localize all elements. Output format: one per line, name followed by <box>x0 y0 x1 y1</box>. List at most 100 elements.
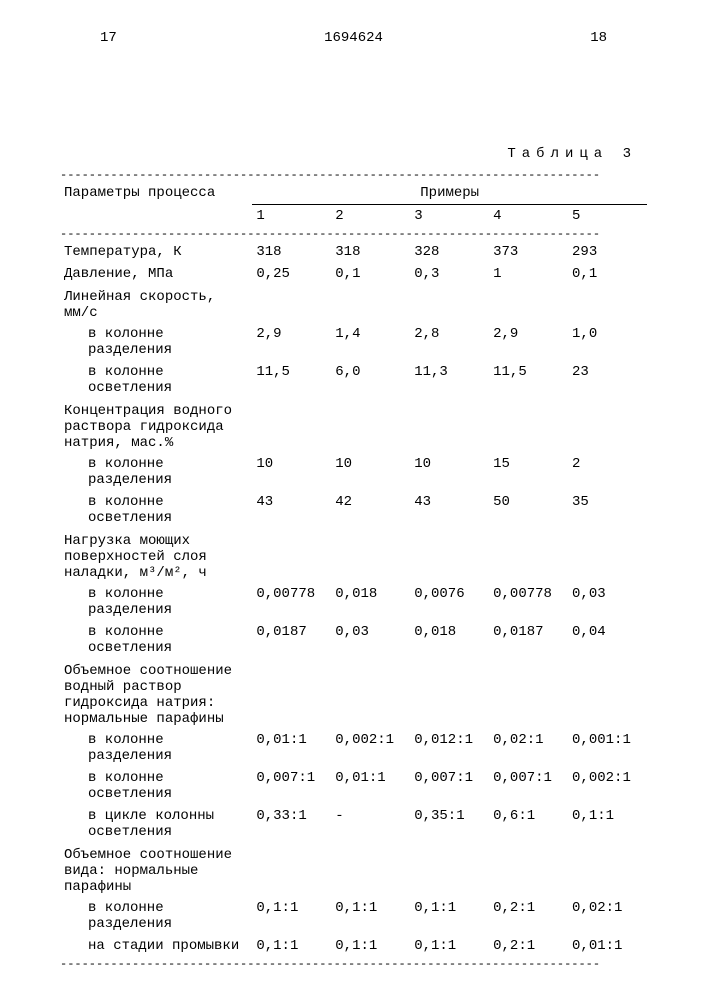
table-row: в колонне осветления4342435035 <box>60 491 647 529</box>
table-row: в цикле колонны осветления0,33:1-0,35:10… <box>60 805 647 843</box>
cell-value <box>331 529 410 583</box>
divider-top: ----------------------------------------… <box>60 168 647 182</box>
cell-value <box>489 399 568 453</box>
row-label: Объемное соотношение вида: нормальные па… <box>60 843 252 897</box>
cell-value: 0,01:1 <box>568 935 647 957</box>
cell-value <box>410 659 489 729</box>
cell-value: 0,01:1 <box>331 767 410 805</box>
column-header-params: Параметры процесса <box>60 182 252 227</box>
row-label: в колонне разделения <box>60 453 252 491</box>
cell-value: 0,02:1 <box>568 897 647 935</box>
cell-value: 10 <box>252 453 331 491</box>
col-3: 3 <box>410 205 489 228</box>
cell-value: 0,33:1 <box>252 805 331 843</box>
table-row: Температура, К318318328373293 <box>60 241 647 263</box>
row-label: в колонне осветления <box>60 491 252 529</box>
cell-value: 0,0187 <box>489 621 568 659</box>
cell-value: 0,2:1 <box>489 935 568 957</box>
cell-value: 0,1:1 <box>331 897 410 935</box>
cell-value: 0,007:1 <box>410 767 489 805</box>
header-row-1: Параметры процесса Примеры <box>60 182 647 205</box>
cell-value <box>252 399 331 453</box>
cell-value: 0,1:1 <box>252 897 331 935</box>
cell-value: 0,018 <box>331 583 410 621</box>
cell-value <box>489 659 568 729</box>
row-label: в колонне разделения <box>60 729 252 767</box>
cell-value <box>252 285 331 323</box>
cell-value: 10 <box>331 453 410 491</box>
document-number: 1694624 <box>324 30 383 46</box>
cell-value <box>410 285 489 323</box>
data-table: ----------------------------------------… <box>60 168 647 971</box>
divider-bottom: ----------------------------------------… <box>60 957 647 971</box>
cell-value <box>568 285 647 323</box>
table-row: в колонне разделения0,007780,0180,00760,… <box>60 583 647 621</box>
divider-header: ----------------------------------------… <box>60 227 647 241</box>
cell-value: 0,2:1 <box>489 897 568 935</box>
cell-value: 50 <box>489 491 568 529</box>
cell-value: 42 <box>331 491 410 529</box>
cell-value: 11,3 <box>410 361 489 399</box>
cell-value <box>568 529 647 583</box>
cell-value: 2 <box>568 453 647 491</box>
cell-value: 318 <box>252 241 331 263</box>
cell-value: - <box>331 805 410 843</box>
cell-value: 10 <box>410 453 489 491</box>
cell-value: 1,0 <box>568 323 647 361</box>
table-row: Линейная скорость, мм/с <box>60 285 647 323</box>
row-label: в колонне разделения <box>60 897 252 935</box>
cell-value: 328 <box>410 241 489 263</box>
cell-value: 0,0076 <box>410 583 489 621</box>
table-row: в колонне разделения0,1:10,1:10,1:10,2:1… <box>60 897 647 935</box>
cell-value <box>568 659 647 729</box>
cell-value: 6,0 <box>331 361 410 399</box>
cell-value: 293 <box>568 241 647 263</box>
cell-value: 0,01:1 <box>252 729 331 767</box>
cell-value <box>568 843 647 897</box>
row-label: в колонне осветления <box>60 767 252 805</box>
cell-value: 0,1:1 <box>252 935 331 957</box>
cell-value: 0,1 <box>331 263 410 285</box>
cell-value: 2,9 <box>489 323 568 361</box>
cell-value: 0,3 <box>410 263 489 285</box>
table-body: Температура, К318318328373293Давление, М… <box>60 241 647 957</box>
cell-value: 0,002:1 <box>331 729 410 767</box>
cell-value: 0,25 <box>252 263 331 285</box>
cell-value: 2,8 <box>410 323 489 361</box>
cell-value: 15 <box>489 453 568 491</box>
col-5: 5 <box>568 205 647 228</box>
row-label: в колонне осветления <box>60 621 252 659</box>
cell-value: 0,1:1 <box>410 897 489 935</box>
page-number-right: 18 <box>590 30 607 46</box>
table-row: Давление, МПа0,250,10,310,1 <box>60 263 647 285</box>
cell-value: 0,02:1 <box>489 729 568 767</box>
cell-value: 11,5 <box>489 361 568 399</box>
cell-value <box>331 843 410 897</box>
page-header: 17 1694624 18 <box>60 30 647 46</box>
column-header-examples: Примеры <box>252 182 647 205</box>
cell-value: 0,03 <box>568 583 647 621</box>
cell-value <box>568 399 647 453</box>
page-number-left: 17 <box>100 30 117 46</box>
cell-value: 0,001:1 <box>568 729 647 767</box>
row-label: в цикле колонны осветления <box>60 805 252 843</box>
cell-value: 0,04 <box>568 621 647 659</box>
cell-value: 0,012:1 <box>410 729 489 767</box>
row-label: Температура, К <box>60 241 252 263</box>
cell-value <box>489 843 568 897</box>
cell-value <box>489 285 568 323</box>
cell-value: 0,1:1 <box>331 935 410 957</box>
cell-value: 0,0187 <box>252 621 331 659</box>
cell-value <box>410 399 489 453</box>
col-4: 4 <box>489 205 568 228</box>
row-label: в колонне разделения <box>60 323 252 361</box>
cell-value <box>252 843 331 897</box>
cell-value <box>410 529 489 583</box>
table-row: Концентрация водного раствора гидроксида… <box>60 399 647 453</box>
table-row: на стадии промывки0,1:10,1:10,1:10,2:10,… <box>60 935 647 957</box>
table-caption: Таблица 3 <box>60 146 647 162</box>
row-label: Линейная скорость, мм/с <box>60 285 252 323</box>
table-row: в колонне осветления0,007:10,01:10,007:1… <box>60 767 647 805</box>
cell-value: 1 <box>489 263 568 285</box>
col-1: 1 <box>252 205 331 228</box>
